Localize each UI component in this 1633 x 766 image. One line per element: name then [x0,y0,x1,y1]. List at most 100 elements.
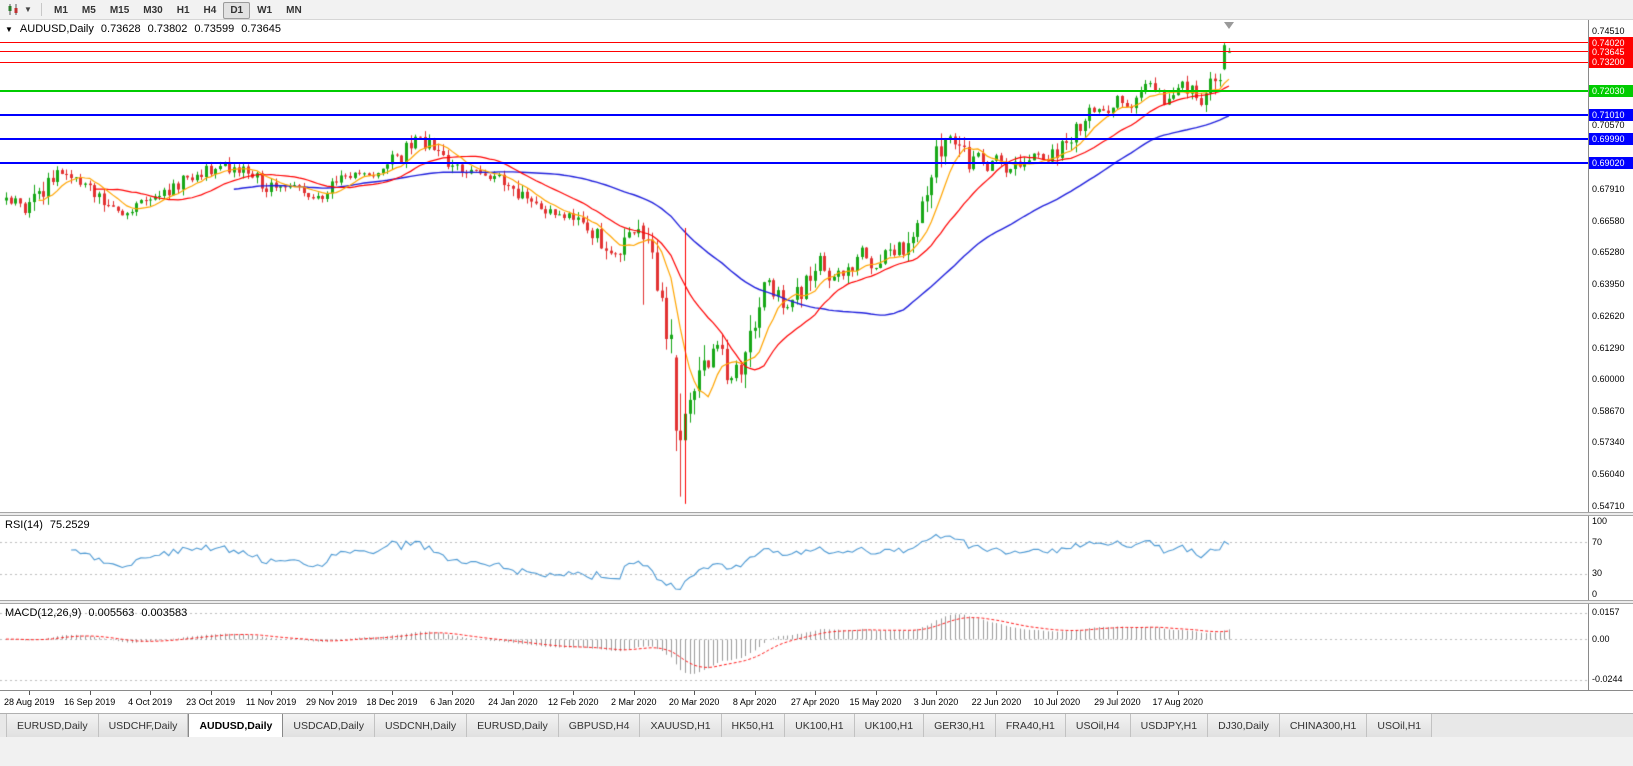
date-axis-label: 15 May 2020 [849,697,902,707]
date-axis-label: 23 Oct 2019 [186,697,236,707]
price-axis-label: 0.66580 [1592,215,1625,226]
date-axis-tick [755,691,756,695]
date-axis[interactable]: 28 Aug 2019 16 Sep 2019 4 Oct 2019 23 Oct 2… [0,690,1633,713]
chart-stack: ▼ AUDUSD,Daily 0.73628 0.73802 0.73599 0… [0,20,1633,713]
rsi-axis-label: 100 [1592,516,1608,526]
candlestick-chart-canvas[interactable] [0,20,1588,512]
chart-tab-fra40-h1[interactable]: FRA40,H1 [995,714,1066,737]
date-axis-label: 22 Jun 2020 [971,697,1022,707]
chart-tab-usoil-h4[interactable]: USOil,H4 [1065,714,1131,737]
chart-tab-gbpusd-h4[interactable]: GBPUSD,H4 [558,714,641,737]
chart-tab-eurusd-daily[interactable]: EURUSD,Daily [6,714,99,737]
rsi-value: 75.2529 [49,519,90,531]
timeframe-button-w1[interactable]: W1 [250,2,279,19]
chart-tab-usdchf-daily[interactable]: USDCHF,Daily [98,714,189,737]
toolbar-separator [41,3,42,16]
rsi-axis: 100 70 30 0 [1588,516,1633,600]
chart-tab-ger30-h1[interactable]: GER30,H1 [924,714,996,737]
macd-name: MACD(12,26,9) [5,607,82,619]
chart-tab-dj30-daily[interactable]: DJ30,Daily [1208,714,1280,737]
chart-tab-usdjpy-h1[interactable]: USDJPY,H1 [1130,714,1209,737]
chart-tab-usdcad-daily[interactable]: USDCAD,Daily [283,714,375,737]
rsi-indicator-pane[interactable]: RSI(14) 75.2529 100 70 30 0 [0,516,1633,600]
date-axis-tick [150,691,151,695]
status-strip [0,737,1633,766]
pane-splitter[interactable] [0,600,1633,604]
chart-tab-uk100-h1[interactable]: UK100,H1 [785,714,855,737]
ohlc-low-value: 0.73599 [194,23,235,35]
price-line-badge: 0.73200 [1589,56,1633,69]
price-axis-label: 0.63950 [1592,278,1625,289]
date-axis-tick [876,691,877,695]
price-line-badge: 0.72030 [1589,84,1633,97]
date-axis-label: 20 Mar 2020 [668,697,720,707]
rsi-axis-label: 0 [1592,589,1598,599]
timeframe-button-d1[interactable]: D1 [223,2,251,19]
timeframe-button-m15[interactable]: M15 [103,2,136,19]
timeframe-button-m5[interactable]: M5 [75,2,103,19]
chart-tab-usdcnh-daily[interactable]: USDCNH,Daily [374,714,468,737]
date-axis-tick [29,691,30,695]
macd-main-value: 0.005563 [88,607,135,619]
chart-tab-usoil-h1[interactable]: USOil,H1 [1367,714,1433,737]
candlestick-chart-icon[interactable] [4,2,24,18]
chart-tab-eurusd-daily[interactable]: EURUSD,Daily [467,714,559,737]
macd-axis-label: 0.00 [1592,633,1610,644]
timeframe-button-h4[interactable]: H4 [197,2,224,19]
date-axis-label: 6 Jan 2020 [430,697,475,707]
macd-signal-value: 0.003583 [141,607,188,619]
date-axis-tick [90,691,91,695]
chart-tab-uk100-h1[interactable]: UK100,H1 [854,714,925,737]
date-axis-label: 3 Jun 2020 [913,697,959,707]
date-axis-tick [634,691,635,695]
price-axis-label: 0.62620 [1592,310,1625,321]
price-axis-label: 0.61290 [1592,342,1625,353]
date-axis-tick [332,691,333,695]
price-line-badge: 0.69020 [1589,156,1633,169]
macd-axis: 0.0157 0.00 -0.0244 [1588,604,1633,690]
date-axis-tick [936,691,937,695]
price-axis-label: 0.65280 [1592,246,1625,257]
macd-chart-canvas[interactable] [0,604,1588,690]
date-axis-tick [1117,691,1118,695]
chart-tab-audusd-daily[interactable]: AUDUSD,Daily [188,714,284,737]
date-axis-tick [694,691,695,695]
price-axis-label: 0.54710 [1592,500,1625,511]
timeframe-buttons-group: M1 M5 M15 M30 H1 H4 D1 W1 MN [47,0,309,19]
timeframe-button-m30[interactable]: M30 [136,2,169,19]
price-axis[interactable]: 0.74510 0.70570 0.67910 0.66580 0.65280 0.639… [1588,20,1633,512]
date-axis-tick [513,691,514,695]
date-axis-label: 8 Apr 2020 [732,697,777,707]
rsi-chart-canvas[interactable] [0,516,1588,600]
timeframe-button-h1[interactable]: H1 [170,2,197,19]
price-line-badge: 0.71010 [1589,108,1633,121]
date-axis-tick [815,691,816,695]
price-axis-label: 0.60000 [1592,373,1625,384]
price-axis-label: 0.58670 [1592,405,1625,416]
main-chart-pane[interactable]: ▼ AUDUSD,Daily 0.73628 0.73802 0.73599 0… [0,20,1633,512]
chart-tab-china300-h1[interactable]: CHINA300,H1 [1279,714,1368,737]
chart-tab-hk50-h1[interactable]: HK50,H1 [721,714,786,737]
date-axis-label: 17 Aug 2020 [1152,697,1204,707]
macd-indicator-pane[interactable]: MACD(12,26,9) 0.005563 0.003583 0.0157 0.… [0,604,1633,690]
price-line-badge: 0.73645 [1589,45,1633,58]
price-axis-label: 0.74510 [1592,25,1625,36]
date-axis-tick [996,691,997,695]
chart-tabs-bar: EURUSD,Daily USDCHF,Daily AUDUSD,Daily USDC… [0,713,1633,737]
chevron-down-icon[interactable]: ▼ [24,5,32,14]
date-axis-label: 10 Jul 2020 [1033,697,1081,707]
timeframe-button-mn[interactable]: MN [279,2,309,19]
price-axis-label: 0.70570 [1592,120,1625,131]
price-axis-label: 0.67910 [1592,183,1625,194]
date-axis-label: 27 Apr 2020 [790,697,840,707]
date-axis-label: 12 Feb 2020 [548,697,599,707]
chart-tab-xauusd-h1[interactable]: XAUUSD,H1 [640,714,722,737]
date-axis-label: 29 Nov 2019 [305,697,358,707]
candlestick-chart-glyph [8,4,18,15]
timeframe-button-m1[interactable]: M1 [47,2,75,19]
price-line-badge: 0.69990 [1589,133,1633,146]
chart-shift-marker[interactable] [1223,22,1234,29]
pane-splitter[interactable] [0,512,1633,516]
date-axis-label: 2 Mar 2020 [610,697,657,707]
ohlc-high-value: 0.73802 [147,23,188,35]
